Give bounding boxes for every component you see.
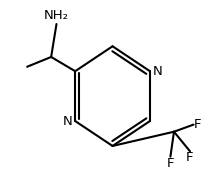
- Text: N: N: [153, 65, 163, 78]
- Text: N: N: [63, 114, 72, 128]
- Text: F: F: [167, 157, 174, 170]
- Text: F: F: [194, 118, 201, 131]
- Text: NH₂: NH₂: [44, 9, 69, 22]
- Text: F: F: [186, 151, 194, 164]
